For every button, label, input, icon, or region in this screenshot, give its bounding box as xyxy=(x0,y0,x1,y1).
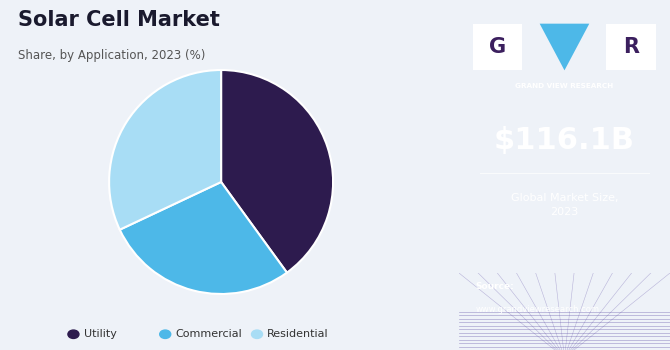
Text: Utility: Utility xyxy=(84,329,117,339)
Polygon shape xyxy=(539,24,590,70)
Text: R: R xyxy=(623,37,639,57)
Text: $116.1B: $116.1B xyxy=(494,126,635,154)
Circle shape xyxy=(251,330,263,338)
Text: GRAND VIEW RESEARCH: GRAND VIEW RESEARCH xyxy=(515,83,614,90)
Circle shape xyxy=(68,330,79,338)
Circle shape xyxy=(159,330,171,338)
Wedge shape xyxy=(109,70,221,230)
Wedge shape xyxy=(120,182,287,294)
Text: G: G xyxy=(489,37,507,57)
Wedge shape xyxy=(221,70,333,273)
Text: www.grandviewresearch.com: www.grandviewresearch.com xyxy=(476,305,600,314)
FancyBboxPatch shape xyxy=(606,24,656,70)
FancyBboxPatch shape xyxy=(473,24,523,70)
Text: Share, by Application, 2023 (%): Share, by Application, 2023 (%) xyxy=(18,49,206,62)
Text: Global Market Size,
2023: Global Market Size, 2023 xyxy=(511,193,618,217)
Text: Source:: Source: xyxy=(476,282,515,291)
Text: Residential: Residential xyxy=(267,329,329,339)
Text: Solar Cell Market: Solar Cell Market xyxy=(18,10,220,30)
Text: Commercial: Commercial xyxy=(176,329,242,339)
